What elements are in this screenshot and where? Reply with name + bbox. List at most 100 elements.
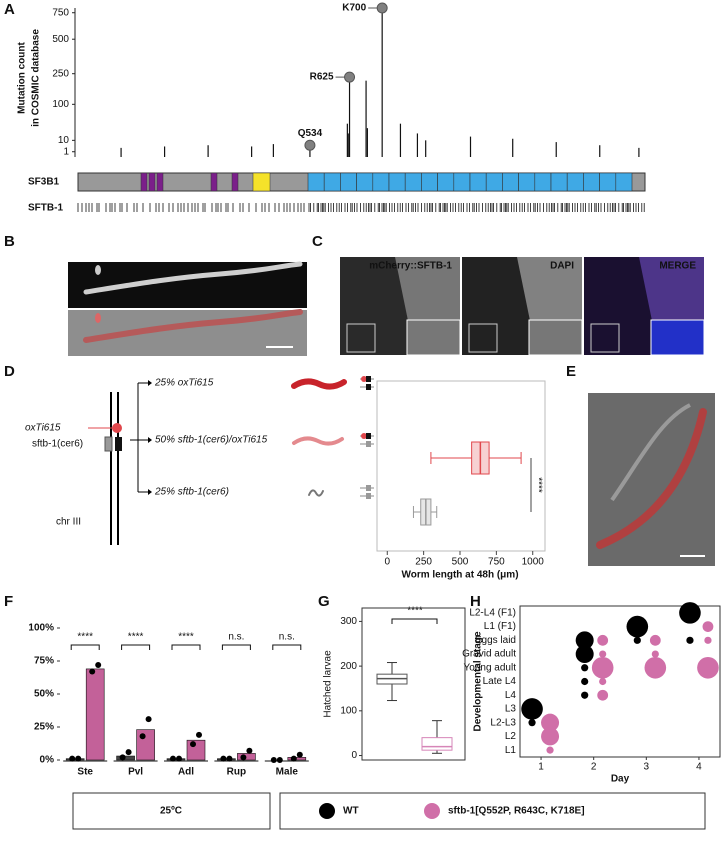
heat-repeat bbox=[502, 172, 519, 192]
significance-bracket bbox=[121, 644, 151, 650]
mutation-label: K700 bbox=[342, 3, 366, 14]
y-tick-label: Eggs laid bbox=[475, 635, 516, 646]
locus bbox=[115, 437, 122, 451]
replicate-point bbox=[240, 754, 247, 761]
x-tick-label: Ste bbox=[77, 767, 93, 778]
y-tick-label: L1 (F1) bbox=[484, 621, 516, 632]
significance: n.s. bbox=[279, 632, 295, 643]
y-tick-label: 100% bbox=[28, 623, 54, 634]
replicate-point bbox=[89, 668, 96, 675]
y-tick-label: 0 bbox=[351, 750, 357, 761]
motif bbox=[231, 172, 239, 192]
bubble bbox=[541, 727, 560, 746]
x-tick-label: Rup bbox=[227, 767, 246, 778]
y-tick-label: Late L4 bbox=[483, 676, 517, 687]
y-tick-label: 500 bbox=[52, 34, 69, 45]
heat-repeat bbox=[453, 172, 471, 192]
worm bbox=[83, 261, 303, 295]
panel-label: H bbox=[470, 593, 481, 610]
heat-repeat bbox=[437, 172, 455, 192]
y-tick-label: 50% bbox=[34, 689, 54, 700]
motif bbox=[140, 172, 148, 192]
bubble bbox=[575, 631, 594, 650]
significance: **** bbox=[128, 632, 144, 643]
panel-label: F bbox=[4, 593, 13, 610]
bar bbox=[65, 758, 85, 761]
bubble bbox=[575, 645, 594, 664]
bubble bbox=[597, 689, 609, 701]
panel-label: G bbox=[318, 593, 330, 610]
heat-repeat bbox=[469, 172, 487, 192]
bubble bbox=[581, 664, 589, 672]
heat-repeat bbox=[307, 172, 325, 192]
transgene-site bbox=[112, 423, 122, 433]
y-axis-title: Mutation count bbox=[17, 42, 28, 114]
bubble bbox=[697, 656, 719, 679]
x-tick-label: Male bbox=[276, 767, 299, 778]
bubble bbox=[633, 636, 641, 644]
motif bbox=[148, 172, 156, 192]
panel-label: E bbox=[566, 363, 576, 380]
significance: **** bbox=[407, 606, 423, 617]
significance: **** bbox=[178, 632, 194, 643]
replicate-point bbox=[220, 755, 227, 762]
significance: **** bbox=[532, 477, 543, 493]
protein-label: SF3B1 bbox=[28, 177, 60, 188]
domain bbox=[252, 172, 271, 192]
y-tick-label: 200 bbox=[340, 661, 357, 672]
y-tick-label: 75% bbox=[34, 656, 54, 667]
y-axis-title: Developmental stage bbox=[473, 631, 484, 731]
heat-repeat bbox=[566, 172, 584, 192]
heat-repeat bbox=[615, 172, 633, 192]
mutation-point bbox=[376, 2, 388, 14]
bar bbox=[237, 753, 256, 761]
motif bbox=[156, 172, 164, 192]
motif bbox=[210, 172, 218, 192]
inset-box bbox=[468, 323, 498, 353]
heat-repeat bbox=[388, 172, 406, 192]
worm bbox=[292, 436, 344, 446]
inset bbox=[528, 319, 583, 356]
bubble bbox=[686, 636, 694, 644]
bubble bbox=[599, 677, 607, 686]
transgene-site bbox=[361, 433, 367, 439]
locus bbox=[366, 384, 371, 390]
offspring-label: 25% oxTi615 bbox=[154, 378, 214, 389]
arrowhead bbox=[148, 380, 152, 386]
y-tick-label: 0% bbox=[40, 755, 55, 766]
x-tick-label: 0 bbox=[384, 557, 390, 568]
heat-repeat bbox=[599, 172, 617, 192]
x-tick-label: 1 bbox=[538, 762, 544, 773]
channel-label: MERGE bbox=[659, 261, 696, 272]
x-tick-label: 2 bbox=[591, 762, 597, 773]
replicate-point bbox=[226, 755, 233, 762]
locus bbox=[366, 441, 371, 447]
bubble bbox=[546, 746, 554, 754]
heat-repeat bbox=[356, 172, 374, 192]
significance-bracket bbox=[272, 644, 302, 650]
y-tick-label: 10 bbox=[58, 135, 70, 146]
replicate-point bbox=[276, 757, 283, 763]
worm bbox=[308, 489, 324, 497]
bubble bbox=[651, 650, 659, 658]
legend-entry: sftb-1[Q552P, R643C, K718E] bbox=[448, 806, 585, 817]
bar bbox=[186, 739, 206, 761]
allele-label: sftb-1(cer6) bbox=[32, 439, 83, 450]
heat-repeat bbox=[518, 172, 536, 192]
arrowhead bbox=[148, 489, 152, 495]
replicate-point bbox=[119, 754, 126, 761]
y-tick-label: Young adult bbox=[464, 662, 517, 673]
significance: n.s. bbox=[228, 632, 244, 643]
panel-label: C bbox=[312, 233, 323, 250]
heat-repeat bbox=[583, 172, 600, 192]
y-axis-title: in COSMIC database bbox=[31, 29, 42, 127]
condition-label: 25ºC bbox=[160, 806, 182, 817]
heat-repeat bbox=[534, 172, 552, 192]
transgene-label: oxTi615 bbox=[25, 423, 61, 434]
legend-entry: WT bbox=[343, 806, 359, 817]
mutation-label: Q534 bbox=[298, 128, 323, 139]
significance-bracket bbox=[171, 644, 201, 650]
inset bbox=[406, 319, 461, 356]
replicate-point bbox=[125, 749, 132, 756]
heat-repeat bbox=[340, 172, 357, 192]
